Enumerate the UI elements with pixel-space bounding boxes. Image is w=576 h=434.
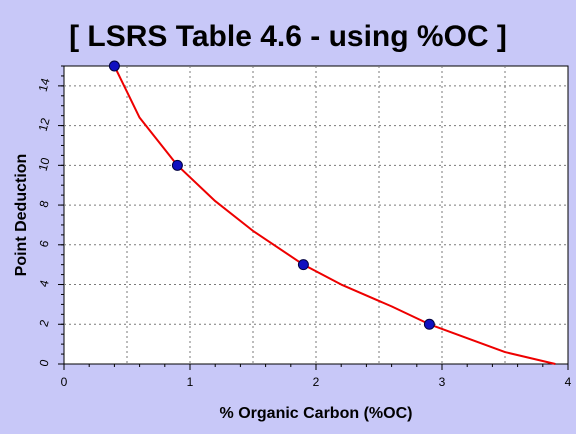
series-layer (108, 60, 556, 365)
y-tick-label: 0 (37, 358, 52, 368)
data-point (171, 159, 183, 171)
y-tick-label: 12 (36, 116, 53, 133)
axis-ticks (58, 65, 569, 370)
x-axis-label: % Organic Carbon (%OC) (220, 405, 413, 422)
grid (64, 66, 568, 364)
y-axis-label: Point Deduction (13, 154, 30, 277)
y-tick-label: 8 (37, 199, 52, 209)
data-point (108, 60, 120, 72)
data-point (297, 259, 309, 271)
plot-area (63, 65, 569, 365)
data-curve (113, 65, 556, 365)
x-tick-label: 3 (439, 375, 446, 389)
y-tick-label: 6 (37, 238, 52, 248)
y-tick-label: 14 (36, 76, 53, 93)
x-tick-label: 0 (61, 375, 68, 389)
y-tick-label: 2 (37, 318, 52, 328)
x-tick-label: 2 (313, 375, 320, 389)
chart-title: [ LSRS Table 4.6 - using %OC ] (69, 20, 507, 53)
y-tick-label: 10 (36, 156, 53, 173)
data-point (423, 318, 435, 330)
x-tick-label: 4 (565, 375, 572, 389)
y-tick-label: 4 (37, 278, 52, 288)
x-tick-label: 1 (187, 375, 194, 389)
